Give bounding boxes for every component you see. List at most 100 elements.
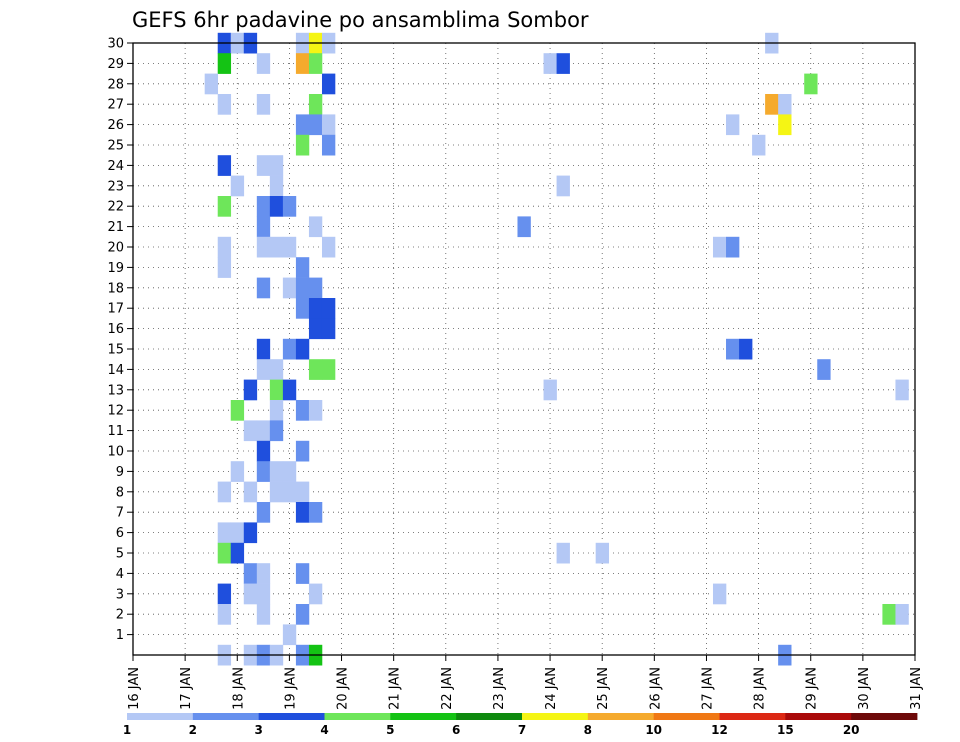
precip-cell: [308, 298, 323, 319]
precip-cell: [308, 216, 323, 238]
y-tick-label: 28: [107, 77, 124, 92]
precip-cell: [295, 298, 310, 319]
precip-cell: [543, 379, 557, 401]
x-tick-label: 17 JAN: [179, 667, 194, 710]
colorbar-swatch: [390, 713, 457, 720]
precip-cell: [243, 522, 258, 544]
colorbar-label: 4: [320, 723, 328, 737]
precip-cell: [269, 236, 284, 258]
precip-cell: [217, 481, 232, 503]
precip-cell: [269, 175, 284, 197]
precip-cell: [230, 522, 245, 544]
precip-cell: [217, 257, 232, 278]
precip-cells: [204, 32, 909, 666]
precip-cell: [217, 604, 232, 625]
precip-cell: [217, 542, 232, 564]
precip-cell: [321, 298, 336, 319]
precip-cell: [295, 400, 310, 421]
x-tick-label: 16 JAN: [127, 667, 142, 710]
precip-cell: [269, 481, 284, 503]
x-tick-label: 29 JAN: [805, 667, 820, 710]
precip-cell: [256, 440, 271, 462]
precip-cell: [712, 236, 727, 258]
precip-cell: [517, 216, 531, 238]
colorbar-swatch: [456, 713, 523, 720]
y-tick-label: 21: [107, 220, 124, 235]
precip-cell: [217, 155, 232, 176]
y-tick-label: 5: [116, 547, 124, 562]
x-tick-label: 19 JAN: [283, 667, 298, 710]
y-tick-label: 18: [107, 281, 124, 296]
precip-cell: [321, 114, 336, 136]
y-tick-label: 15: [107, 343, 124, 358]
precip-cell: [217, 583, 232, 605]
precip-cell: [217, 53, 232, 74]
precip-cell: [295, 114, 310, 136]
y-tick-label: 26: [107, 118, 124, 133]
precip-cell: [256, 563, 271, 584]
y-tick-label: 24: [107, 159, 124, 174]
colorbar-label: 5: [386, 723, 394, 737]
precip-cell: [217, 196, 232, 217]
precip-cell: [895, 604, 909, 625]
precip-cell: [752, 134, 766, 156]
precip-cell: [256, 216, 271, 238]
precip-cell: [308, 114, 323, 136]
y-tick-label: 19: [107, 261, 124, 276]
precip-cell: [726, 338, 740, 360]
precip-cell: [282, 481, 297, 503]
precip-cell: [308, 277, 323, 299]
precip-cell: [295, 502, 310, 523]
x-tick-label: 25 JAN: [596, 667, 611, 710]
colorbar-swatch: [522, 713, 589, 720]
precip-cell: [739, 338, 753, 360]
precip-cell: [556, 53, 570, 74]
x-tick-label: 27 JAN: [700, 667, 715, 710]
precip-cell: [282, 338, 297, 360]
precip-cell: [282, 277, 297, 299]
colorbar-label: 3: [254, 723, 262, 737]
precip-cell: [321, 318, 336, 340]
chart-title: GEFS 6hr padavine po ansamblima Sombor: [132, 8, 589, 32]
precip-cell: [556, 542, 570, 564]
y-tick-label: 25: [107, 139, 124, 154]
y-tick-label: 29: [107, 57, 124, 72]
precip-cell: [282, 379, 297, 401]
precip-cell: [308, 318, 323, 340]
precip-cell: [543, 53, 557, 74]
x-tick-label: 24 JAN: [544, 667, 559, 710]
precip-cell: [712, 583, 727, 605]
colorbar-swatch: [127, 713, 194, 720]
precip-cell: [321, 236, 336, 258]
precip-cell: [243, 583, 258, 605]
y-tick-label: 3: [116, 587, 124, 602]
x-axis-ticks: 16 JAN 17 JAN 18 JAN 19 JAN 20 JAN 21 JAN 22 J…: [127, 655, 924, 710]
precip-cell: [256, 338, 271, 360]
precip-cell: [282, 624, 297, 646]
precip-cell: [256, 236, 271, 258]
y-tick-label: 12: [107, 404, 124, 419]
precip-cell: [308, 359, 323, 380]
y-tick-label: 30: [107, 37, 124, 52]
precip-cell: [256, 196, 271, 217]
precip-cell: [765, 94, 779, 115]
y-axis-ticks: 1234567891011121314151617181920212223242…: [107, 37, 133, 643]
y-tick-label: 11: [107, 424, 124, 439]
colorbar-swatch: [653, 713, 720, 720]
precip-cell: [256, 277, 271, 299]
y-tick-label: 7: [116, 506, 124, 521]
y-tick-label: 27: [107, 98, 124, 113]
precip-cell: [256, 583, 271, 605]
precip-cell: [204, 73, 219, 95]
precip-cell: [895, 379, 909, 401]
x-tick-label: 20 JAN: [336, 667, 351, 710]
precip-cell: [778, 114, 792, 136]
colorbar-label: 6: [452, 723, 460, 737]
precip-cell: [321, 134, 336, 156]
y-tick-label: 10: [107, 445, 124, 460]
precip-cell: [726, 236, 740, 258]
x-tick-label: 21 JAN: [388, 667, 403, 710]
colorbar-swatch: [324, 713, 391, 720]
colorbar-label: 10: [645, 723, 662, 737]
precip-cell: [269, 359, 284, 380]
